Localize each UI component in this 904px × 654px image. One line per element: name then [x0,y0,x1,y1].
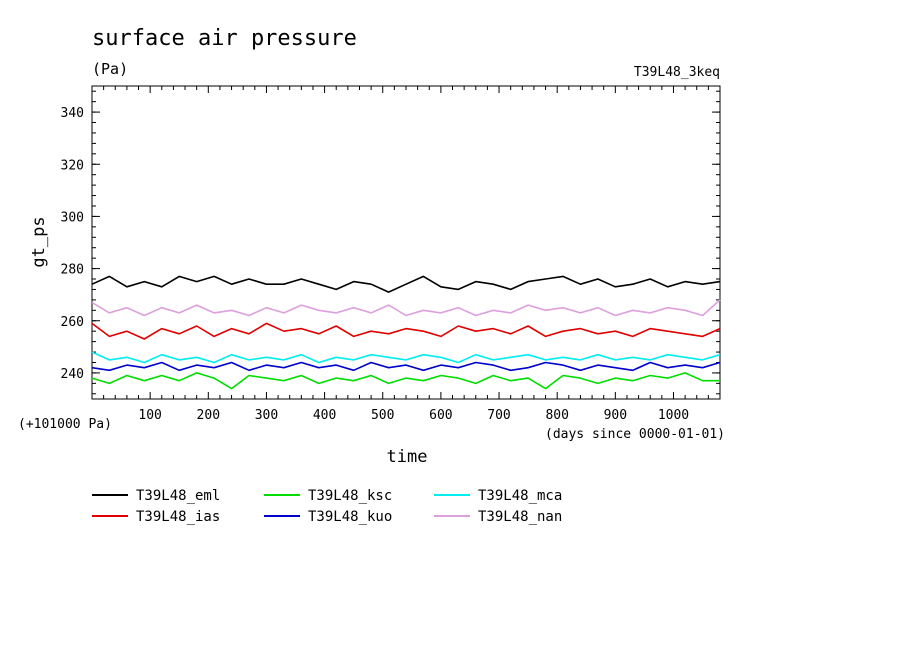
x-tick-label: 700 [487,408,510,423]
x-tick-label: 200 [197,408,220,423]
x-tick-label: 300 [255,408,278,423]
y-tick-label: 240 [61,367,84,382]
x-tick-label: 800 [545,408,568,423]
y-tick-label: 300 [61,210,84,225]
x-tick-label: 400 [313,408,336,423]
legend-label: T39L48_kuo [308,509,392,525]
series-line-T39L48_eml [91,275,721,293]
axis-tick-labels: 100 200 300 400 500 600 700 800 900 1000 240 260 280… [61,106,690,423]
legend: T39L48_eml T39L48_ias T39L48_ksc T39L48_kuo… [92,488,562,525]
x-axis-label: time [387,447,428,467]
unit-label: (Pa) [92,60,128,78]
legend-label: T39L48_mca [478,488,562,504]
chart-title: surface air pressure [92,26,357,51]
series-line-T39L48_nan [91,299,721,317]
series-line-T39L48_ksc [91,372,720,390]
x-tick-label: 500 [371,408,394,423]
y-tick-label: 260 [61,315,84,330]
legend-label: T39L48_eml [136,488,220,504]
x-axis-note: (days since 0000-01-01) [545,427,725,442]
x-tick-label: 100 [138,408,161,423]
x-tick-label: 1000 [658,408,689,423]
legend-label: T39L48_nan [478,509,562,525]
x-tick-label: 900 [604,408,627,423]
legend-label: T39L48_ias [136,509,220,525]
y-offset-label: (+101000 Pa) [18,417,112,432]
plot-frame [91,85,721,400]
y-tick-label: 320 [61,158,84,173]
series-line-T39L48_kuo [91,361,721,372]
axis-ticks [92,86,720,399]
series-line-T39L48_ias [91,322,721,340]
y-tick-label: 340 [61,106,84,121]
series-lines [91,275,721,390]
run-label: T39L48_3keq [634,65,720,80]
y-tick-label: 280 [61,263,84,278]
x-tick-label: 600 [429,408,452,423]
series-line-T39L48_mca [91,351,721,364]
y-axis-label: gt_ps [29,216,49,267]
legend-label: T39L48_ksc [308,488,392,504]
